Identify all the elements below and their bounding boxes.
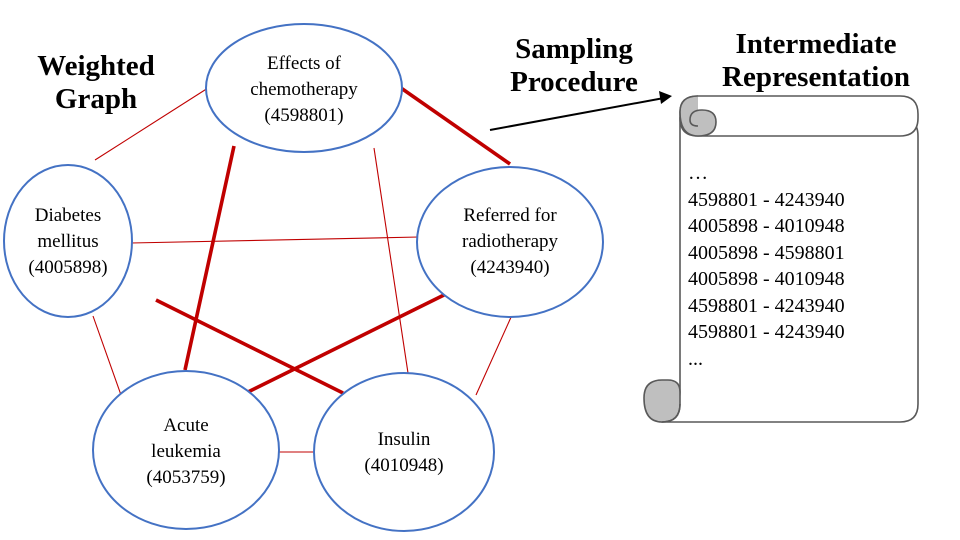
node-label-diabetes-mellitus: Diabetes mellitus (4005898): [28, 203, 107, 281]
node-text-line: leukemia: [151, 441, 221, 462]
ir-item: 4598801 - 4243940: [688, 321, 845, 343]
intermediate-representation-list: … 4598801 - 4243940 4005898 - 4010948 40…: [688, 160, 845, 372]
node-text-line: radiotherapy: [461, 231, 559, 252]
node-text-line: (4010948): [364, 455, 444, 476]
weighted-graph-heading: Weighted Graph: [32, 50, 160, 116]
edge-4598801-4010948: [373, 147, 409, 374]
node-4010948: [313, 372, 495, 532]
node-label-acute-leukemia: Acute leukemia (4053759): [146, 413, 225, 491]
node-label-insulin: Insulin (4010948): [364, 427, 443, 479]
scroll-icon: [643, 95, 919, 423]
ir-item: 4005898 - 4010948: [688, 215, 845, 237]
node-text-line: (4598801): [264, 105, 344, 126]
node-4005898: [3, 164, 133, 318]
node-text-line: mellitus: [37, 231, 99, 252]
node-label-effects-of-chemotherapy: Effects of chemotherapy (4598801): [250, 51, 358, 129]
node-text-line: Referred for: [463, 205, 557, 226]
ir-item: 4005898 - 4598801: [688, 241, 845, 264]
node-text-line: Diabetes: [34, 205, 102, 226]
intermediate-representation-heading: Intermediate Representation: [712, 28, 920, 94]
node-4243940: [416, 166, 604, 318]
sampling-arrow: [489, 97, 665, 131]
ir-item: 4005898 - 4010948: [688, 268, 845, 290]
ir-item: ...: [688, 347, 703, 370]
ir-item: 4598801 - 4243940: [688, 188, 845, 211]
edge-4598801-4243940: [399, 86, 512, 166]
node-text-line: (4243940): [470, 257, 550, 278]
sampling-procedure-heading: Sampling Procedure: [500, 33, 648, 99]
ir-item: …: [688, 162, 708, 184]
edge-4005898-4053759: [92, 315, 122, 396]
heading-line: Sampling: [515, 33, 633, 65]
node-text-line: Effects of: [266, 53, 342, 74]
ir-item: 4598801 - 4243940: [688, 294, 845, 317]
sampling-arrowhead: [659, 91, 672, 104]
heading-line: Procedure: [510, 66, 638, 98]
edge-4598801-4053759: [183, 145, 236, 371]
node-label-referred-for-radiotherapy: Referred for radiotherapy (4243940): [462, 203, 558, 281]
heading-line: Weighted: [37, 50, 155, 82]
node-text-line: (4053759): [146, 467, 226, 488]
node-text-line: Acute: [163, 415, 209, 436]
heading-line: Graph: [54, 83, 138, 115]
edge-4598801-4005898: [94, 87, 209, 161]
node-text-line: Insulin: [377, 429, 431, 450]
node-text-line: chemotherapy: [250, 79, 358, 100]
heading-line: Representation: [722, 61, 910, 93]
edge-4243940-4053759: [247, 292, 447, 394]
node-4053759: [92, 370, 280, 530]
heading-line: Intermediate: [735, 28, 897, 60]
edge-4243940-4010948: [475, 314, 513, 396]
node-text-line: (4005898): [28, 257, 108, 278]
edge-4005898-4243940: [130, 236, 420, 244]
edge-4005898-4010948: [155, 298, 344, 395]
node-4598801: [205, 23, 403, 153]
